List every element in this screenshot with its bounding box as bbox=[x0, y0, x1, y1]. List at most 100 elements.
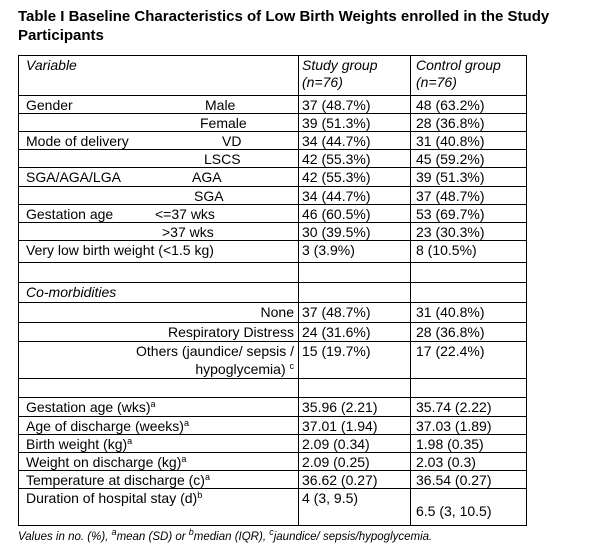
row-label: Others (jaundice/ sepsis / bbox=[136, 343, 294, 359]
row-label: Birth weight (kg)a bbox=[26, 436, 133, 452]
row-group: Gestation age bbox=[26, 206, 114, 222]
rule bbox=[18, 341, 526, 342]
control-value: 8 (10.5%) bbox=[416, 242, 477, 258]
control-value: 28 (36.8%) bbox=[416, 115, 485, 131]
rule bbox=[18, 113, 526, 114]
study-value: 24 (31.6%) bbox=[302, 324, 371, 340]
footnote-mark: a bbox=[204, 472, 210, 482]
header-cell: (n=76) bbox=[302, 74, 343, 90]
rule bbox=[18, 525, 526, 526]
header-cell: Variable bbox=[26, 57, 77, 73]
footnote-text: jaundice/ sepsis/hypoglycemia. bbox=[273, 531, 433, 543]
rule bbox=[526, 55, 527, 526]
row-group: Mode of delivery bbox=[26, 133, 129, 149]
rule bbox=[18, 55, 19, 526]
footnote-mark: b bbox=[197, 490, 203, 500]
rule bbox=[18, 95, 526, 96]
footnote-mark: a bbox=[127, 436, 133, 446]
control-value: 2.03 (0.3) bbox=[416, 454, 476, 470]
footnote-mark: a bbox=[150, 399, 156, 409]
control-value: 53 (69.7%) bbox=[416, 206, 485, 222]
study-value: 30 (39.5%) bbox=[302, 224, 371, 240]
rule bbox=[18, 416, 526, 417]
rule bbox=[298, 55, 299, 526]
row-sublabel: AGA bbox=[192, 169, 222, 185]
control-value: 1.98 (0.35) bbox=[416, 436, 484, 452]
control-value: 37 (48.7%) bbox=[416, 188, 485, 204]
study-value: 42 (55.3%) bbox=[302, 169, 371, 185]
rule bbox=[18, 488, 526, 489]
study-value: 4 (3, 9.5) bbox=[302, 490, 359, 506]
control-value: 28 (36.8%) bbox=[416, 324, 485, 340]
footnote-text: mean (SD) or bbox=[116, 531, 189, 543]
row-sublabel: VD bbox=[222, 133, 242, 149]
rule bbox=[18, 186, 526, 187]
rule bbox=[18, 167, 526, 168]
control-value: 39 (51.3%) bbox=[416, 169, 485, 185]
row-label: Weight on discharge (kg)a bbox=[26, 454, 187, 470]
rule bbox=[18, 452, 526, 453]
header-cell: Study group bbox=[302, 57, 378, 73]
header-cell: Control group bbox=[416, 57, 501, 73]
row-sublabel: Female bbox=[200, 115, 247, 131]
row-sublabel: Male bbox=[205, 97, 236, 113]
rule bbox=[18, 397, 526, 398]
control-value: 35.74 (2.22) bbox=[416, 399, 492, 415]
study-value: 37 (48.7%) bbox=[302, 304, 371, 320]
study-value: 2.09 (0.34) bbox=[302, 436, 370, 452]
row-group: Gender bbox=[26, 97, 73, 113]
study-value: 2.09 (0.25) bbox=[302, 454, 370, 470]
control-value: 17 (22.4%) bbox=[416, 343, 485, 359]
row-label: None bbox=[260, 304, 294, 320]
rule bbox=[18, 434, 526, 435]
study-value: 34 (44.7%) bbox=[302, 133, 371, 149]
rule bbox=[18, 378, 526, 379]
footnote: Values in no. (%), amean (SD) or bmedian… bbox=[18, 528, 433, 544]
study-value: 39 (51.3%) bbox=[302, 115, 371, 131]
control-value: 45 (59.2%) bbox=[416, 151, 485, 167]
row-label: Respiratory Distress bbox=[167, 324, 294, 340]
section-heading: Co-morbidities bbox=[26, 284, 117, 300]
rule bbox=[18, 222, 526, 223]
rule bbox=[18, 302, 526, 303]
footnote-mark: a bbox=[111, 527, 117, 537]
study-value: 37.01 (1.94) bbox=[302, 418, 378, 434]
footnote-text: median (IQR), bbox=[193, 531, 270, 543]
rule bbox=[18, 149, 526, 150]
row-sublabel: SGA bbox=[194, 188, 224, 204]
footnote-text: Values in no. (%), bbox=[18, 531, 112, 543]
study-value: 42 (55.3%) bbox=[302, 151, 371, 167]
control-value: 48 (63.2%) bbox=[416, 97, 485, 113]
row-label: Temperature at discharge (c)a bbox=[26, 472, 210, 488]
study-value: 36.62 (0.27) bbox=[302, 472, 378, 488]
study-value: 46 (60.5%) bbox=[302, 206, 371, 222]
row-label: Gestation age (wks)a bbox=[26, 399, 156, 415]
rule bbox=[410, 55, 411, 526]
row-label: Very low birth weight (<1.5 kg) bbox=[26, 242, 214, 258]
row-sublabel: >37 wks bbox=[162, 224, 214, 240]
study-value: 3 (3.9%) bbox=[302, 242, 355, 258]
row-sublabel: <=37 wks bbox=[155, 206, 215, 222]
rule bbox=[18, 55, 526, 56]
footnote-mark: c bbox=[269, 527, 274, 537]
study-value: 15 (19.7%) bbox=[302, 343, 371, 359]
control-value: 36.54 (0.27) bbox=[416, 472, 492, 488]
row-label: Age of discharge (weeks)a bbox=[26, 418, 189, 434]
row-label: hypoglycemia) c bbox=[195, 361, 294, 377]
study-value: 37 (48.7%) bbox=[302, 97, 371, 113]
control-value: 31 (40.8%) bbox=[416, 133, 485, 149]
control-value: 6.5 (3, 10.5) bbox=[416, 503, 492, 519]
rule bbox=[18, 470, 526, 471]
rule bbox=[18, 282, 526, 283]
rule bbox=[18, 240, 526, 241]
row-group: SGA/AGA/LGA bbox=[26, 169, 121, 185]
table-title: Table I Baseline Characteristics of Low … bbox=[18, 8, 550, 44]
control-value: 31 (40.8%) bbox=[416, 304, 485, 320]
footnote-mark: c bbox=[289, 361, 295, 371]
row-label: Duration of hospital stay (d)b bbox=[26, 490, 203, 506]
rule bbox=[18, 262, 526, 263]
header-cell: (n=76) bbox=[416, 74, 457, 90]
control-value: 37.03 (1.89) bbox=[416, 418, 492, 434]
footnote-mark: b bbox=[188, 527, 194, 537]
